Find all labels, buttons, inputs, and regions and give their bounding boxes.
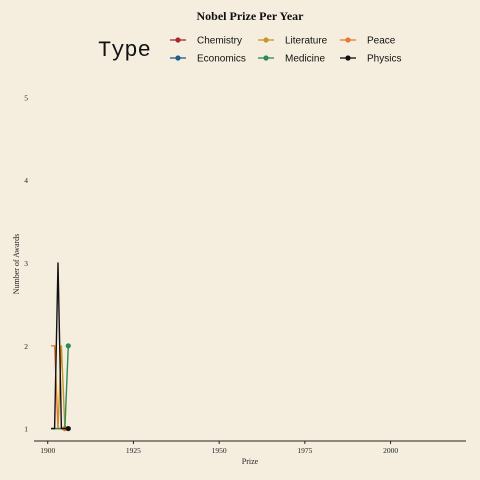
legend-label: Peace: [367, 36, 396, 47]
y-tick-label: 5: [24, 93, 28, 102]
x-axis-label: Prize: [242, 457, 259, 466]
x-axis-ticks: 1900 1925 1950 1975 2000: [40, 441, 398, 455]
y-axis-label: Number of Awards: [12, 234, 21, 295]
legend: Chemistry Literature Peace Economics Medicin…: [170, 36, 401, 65]
y-tick-label: 4: [24, 176, 28, 185]
legend-label: Economics: [197, 54, 246, 65]
legend-item-physics: Physics: [340, 54, 401, 65]
legend-key-point: [263, 37, 269, 43]
legend-key-point: [345, 37, 351, 43]
plot-area: [51, 262, 71, 432]
legend-item-economics: Economics: [170, 54, 246, 65]
legend-item-peace: Peace: [340, 36, 396, 47]
y-axis-ticks: 1 2 3 4 5: [24, 93, 28, 433]
legend-label: Chemistry: [197, 36, 242, 47]
legend-key-point: [175, 55, 181, 61]
legend-item-chemistry: Chemistry: [170, 36, 242, 47]
x-tick-label: 1950: [212, 446, 227, 455]
y-tick-label: 1: [24, 425, 28, 434]
series-line-physics: [51, 262, 69, 430]
series-point-medicine: [65, 343, 71, 349]
legend-label: Medicine: [285, 54, 325, 65]
legend-key-point: [345, 55, 351, 61]
series-point-physics: [65, 425, 71, 432]
legend-key-point: [263, 55, 269, 61]
legend-label: Physics: [367, 54, 401, 65]
y-tick-label: 2: [24, 342, 28, 351]
x-tick-label: 1925: [126, 446, 141, 455]
legend-key-point: [175, 37, 181, 43]
legend-item-literature: Literature: [258, 36, 328, 47]
x-tick-label: 2000: [383, 446, 398, 455]
x-tick-label: 1975: [297, 446, 312, 455]
legend-item-medicine: Medicine: [258, 54, 325, 65]
legend-title: Type: [98, 38, 151, 63]
y-tick-label: 3: [24, 259, 28, 268]
x-tick-label: 1900: [40, 446, 55, 455]
legend-label: Literature: [285, 36, 328, 47]
chart-title: Nobel Prize Per Year: [197, 9, 305, 23]
